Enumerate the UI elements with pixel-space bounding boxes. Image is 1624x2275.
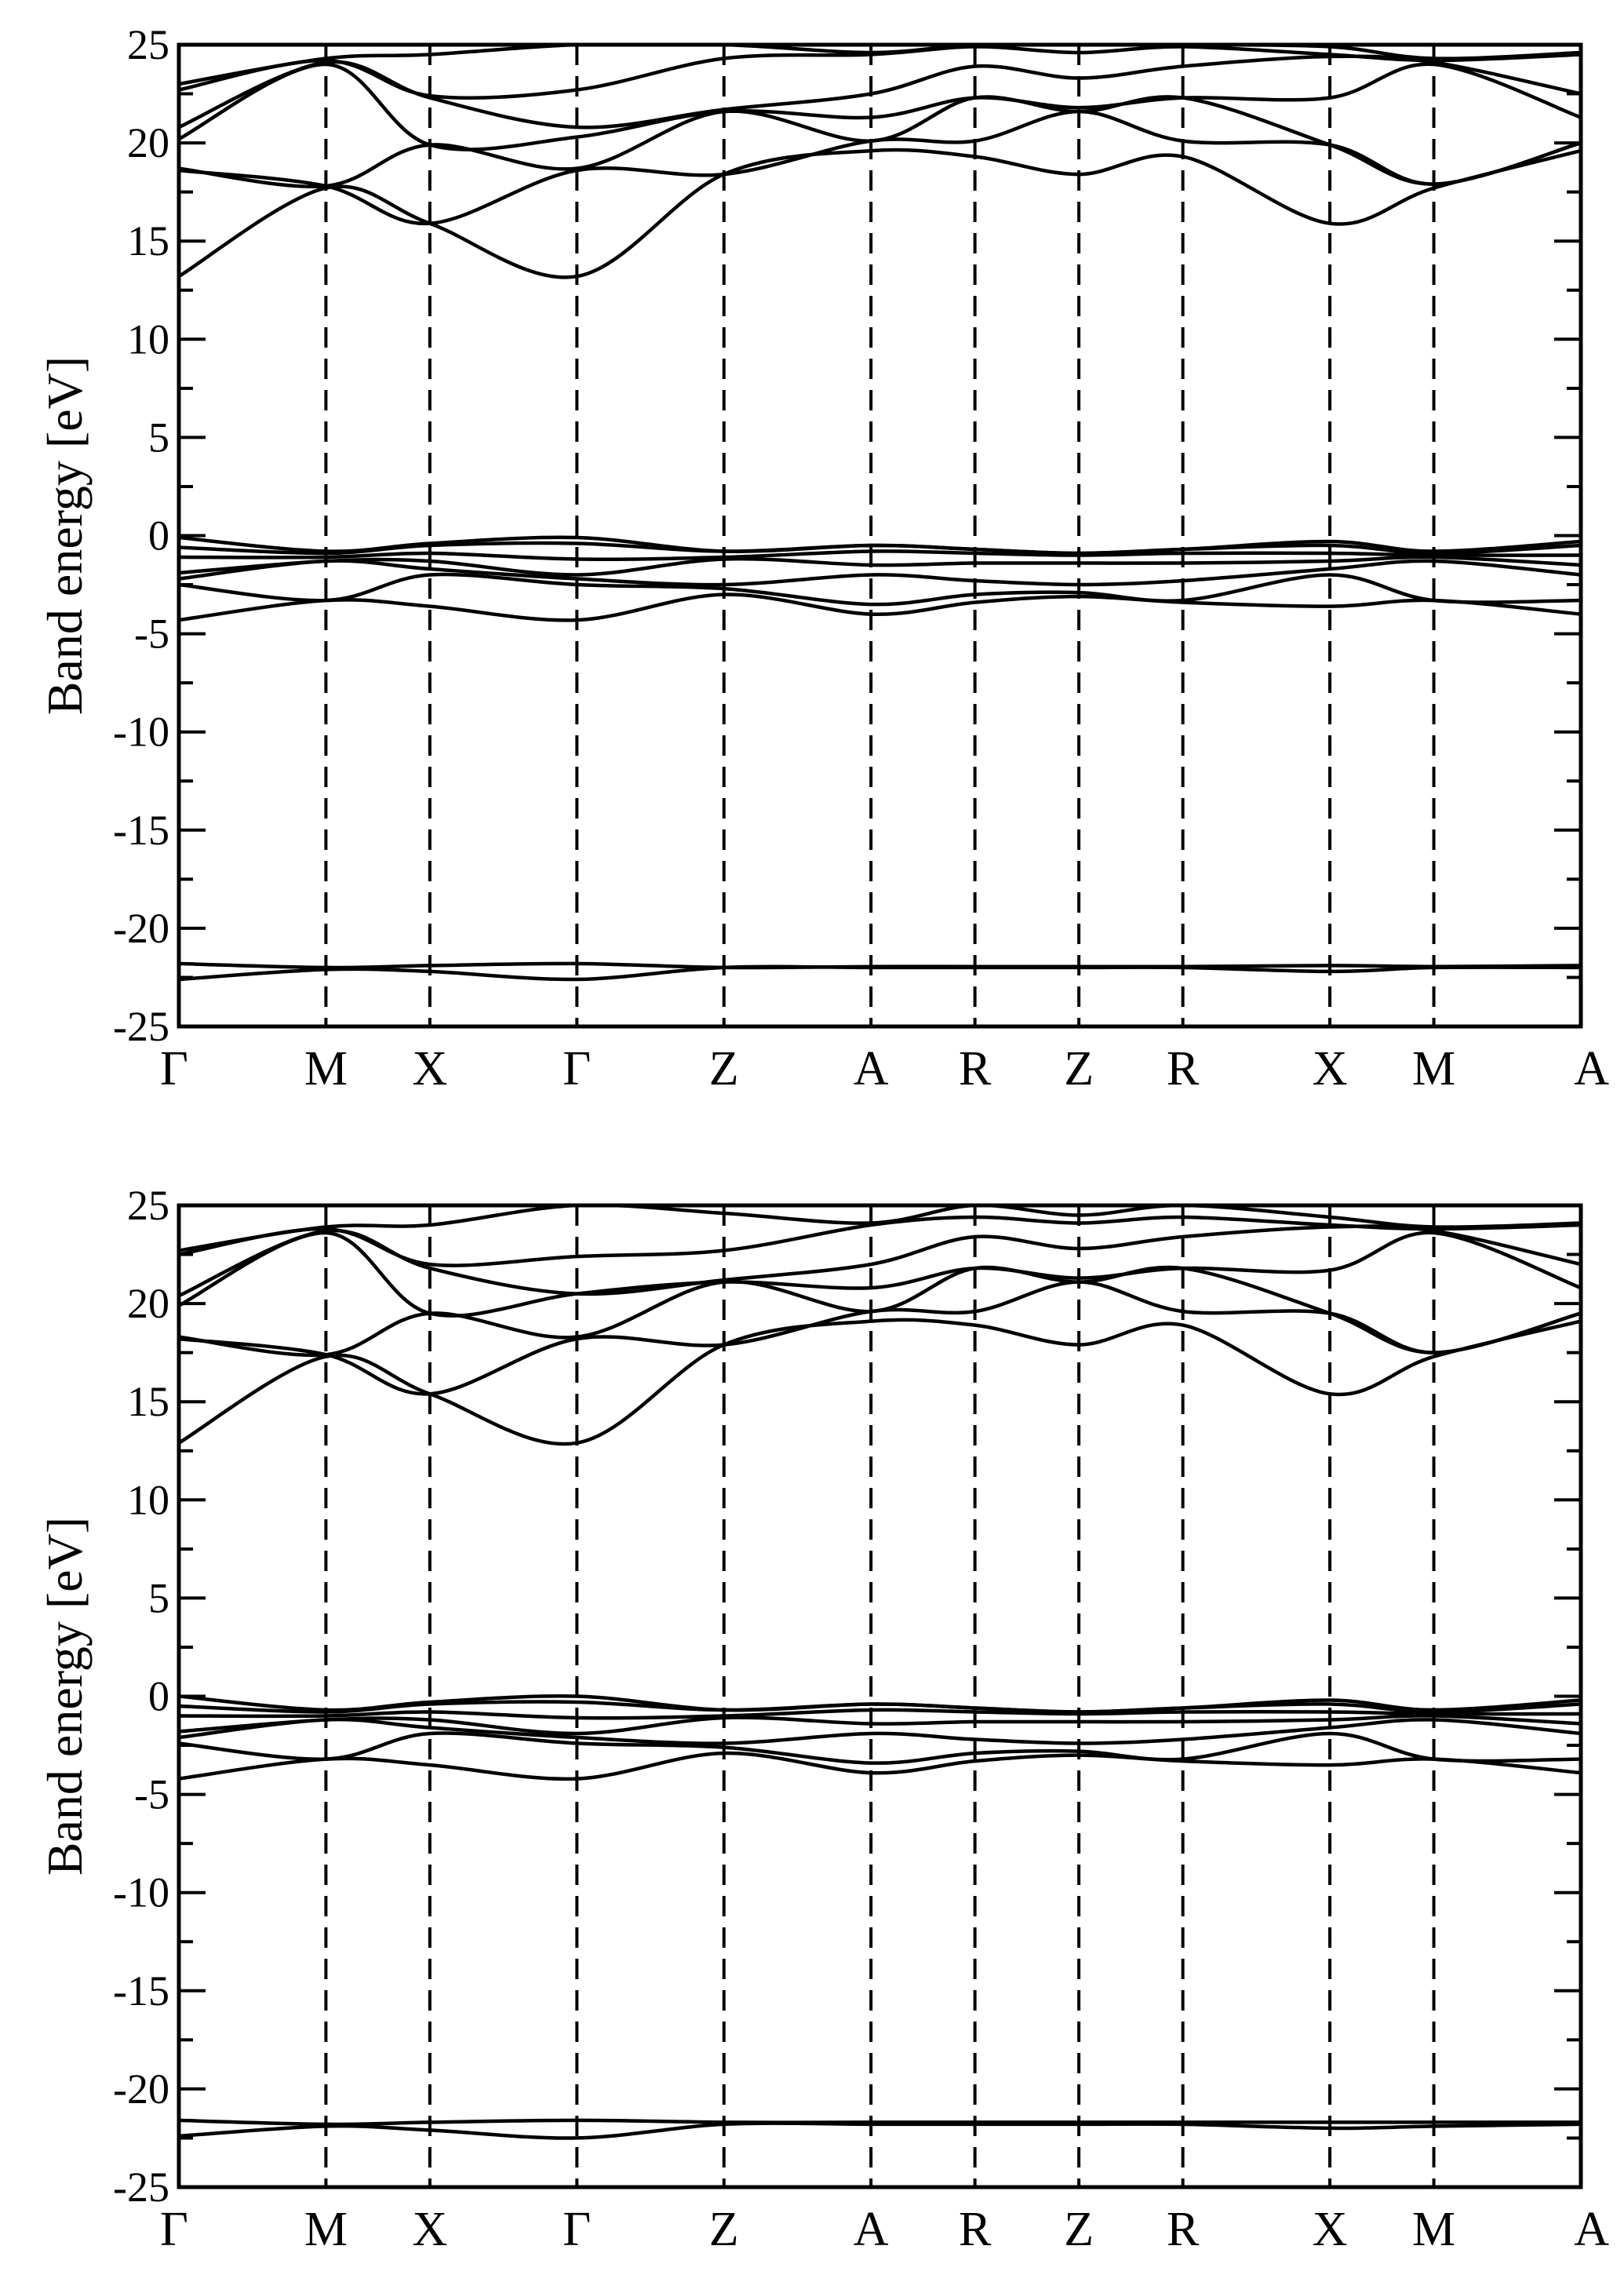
y-axis-title: Band energy [eV] [37,356,93,715]
y-tick-label: -10 [113,709,169,756]
y-tick-label: 15 [127,1378,169,1425]
kpoint-label: M [304,1042,348,1096]
band-line-6 [179,555,1581,577]
y-tick-label: 25 [127,1182,169,1229]
y-tick-label: -5 [134,611,169,658]
kpoint-label: X [413,2203,448,2256]
kpoint-label: Z [709,1042,739,1096]
band-line-16 [179,45,1581,86]
band-line-3 [179,592,1581,622]
band-line-12 [179,95,1581,188]
y-axis-title: Band energy [eV] [37,1517,93,1876]
y-tick-label: 25 [127,21,169,68]
band-line-12 [179,1265,1581,1358]
band-line-6 [179,1714,1581,1736]
y-tick-label: -5 [134,1771,169,1818]
kpoint-label: Γ [563,1042,591,1096]
y-tick-label: -20 [113,905,169,952]
y-tick-label: 0 [148,512,169,560]
band-line-16 [179,1205,1581,1252]
band-panel-1: 25 20 15 10 5 0 -5 -10 -15 -20 -25 Band energy [eV]… [37,21,1609,1096]
y-tick-label: -10 [113,1869,169,1916]
y-tick-label: 15 [127,217,169,264]
kpoint-label: R [959,2203,992,2256]
kpoint-label: Z [1064,2203,1094,2256]
band-panel-2: 25 20 15 10 5 0 -5 -10 -15 -20 -25 Band energy [eV]… [37,1182,1609,2256]
kpoint-label: A [1574,2203,1609,2256]
y-tick-label: 10 [127,1476,169,1523]
band-line-2 [179,961,1581,970]
y-tick-label: 5 [148,414,169,461]
band-line-10 [179,148,1581,279]
band-line-10 [179,1318,1581,1446]
band-line-5 [179,1717,1581,1745]
band-line-2 [179,2118,1581,2127]
kpoint-label: Γ [160,1042,188,1096]
y-tick-label: 0 [148,1673,169,1720]
kpoint-label: Γ [160,2203,188,2256]
y-tick-label: -25 [113,2164,169,2211]
band-line-15 [179,1215,1581,1267]
kpoint-label: Z [1064,1042,1094,1096]
band-line-7 [179,1708,1581,1720]
kpoint-label: A [854,1042,889,1096]
y-tick-label: -15 [113,807,169,854]
kpoint-label: X [1313,1042,1348,1096]
kpoint-label: R [1167,1042,1200,1096]
y-tick-label: -15 [113,1967,169,2014]
kpoint-label: Γ [563,2203,591,2256]
kpoint-label: R [959,1042,992,1096]
kpoint-label: A [1574,1042,1609,1096]
kpoint-label: M [304,2203,348,2256]
band-line-9 [179,1693,1581,1714]
kpoint-label: R [1167,2203,1200,2256]
bands-group [179,1205,1581,2140]
band-line-11 [179,1280,1581,1396]
kpoint-label: X [413,1042,448,1096]
y-tick-label: 5 [148,1574,169,1621]
kpoint-label: X [1313,2203,1348,2256]
band-line-1 [179,2121,1581,2140]
band-line-4 [179,572,1581,607]
kpoint-label: Z [709,2203,739,2256]
kpoint-label: A [854,2203,889,2256]
bands-group [179,45,1581,982]
y-tick-label: 10 [127,315,169,363]
band-line-7 [179,549,1581,561]
band-line-13 [179,62,1581,151]
band-line-3 [179,1751,1581,1781]
y-tick-label: 20 [127,119,169,166]
band-line-5 [179,559,1581,587]
y-tick-label: -25 [113,1003,169,1050]
kpoint-label: M [1412,2203,1455,2256]
kpoint-label: M [1412,1042,1455,1096]
band-line-11 [179,109,1581,225]
band-line-4 [179,1731,1581,1765]
band-line-9 [179,535,1581,556]
band-line-13 [179,1230,1581,1318]
y-tick-label: 20 [127,1280,169,1327]
y-tick-label: -20 [113,2065,169,2113]
